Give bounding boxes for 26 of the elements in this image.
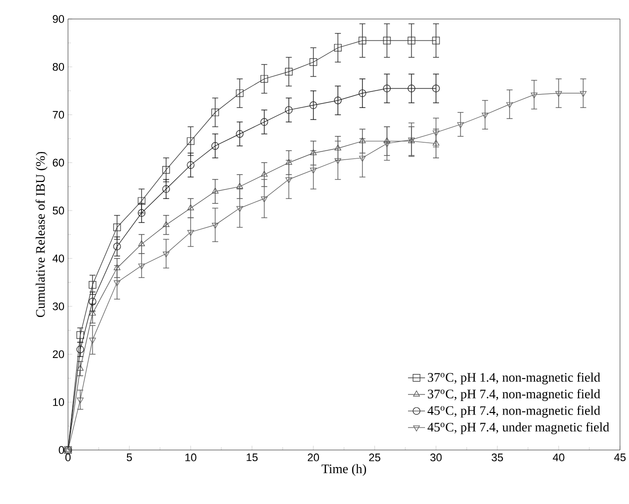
y-tick-label: 80	[52, 63, 64, 71]
y-tick-label: 50	[52, 206, 64, 214]
y-tick-label: 0	[58, 446, 64, 454]
y-tick-label: 90	[52, 15, 64, 23]
x-tick-label: 5	[126, 454, 132, 462]
y-tick-label: 20	[52, 350, 64, 358]
legend-label: 45$^{o}$C, pH 7.4, under magnetic field	[428, 422, 610, 434]
x-tick-label: 30	[430, 454, 442, 462]
x-tick-label: 25	[369, 454, 380, 462]
x-tick-label: 10	[185, 454, 196, 462]
x-tick-label: 15	[246, 454, 258, 462]
x-tick-label: 35	[492, 454, 503, 462]
x-tick-label: 40	[552, 454, 564, 462]
legend-label: 37$^{o}$C, pH 7.4, non-magnetic field	[428, 389, 600, 402]
x-tick-label: 0	[65, 454, 71, 462]
x-tick-label: 20	[308, 454, 319, 462]
y-tick-label: 70	[52, 110, 64, 119]
legend-label: 37$^{o}$C, pH 1.4, non-magnetic field	[428, 372, 600, 384]
y-axis-title: Cumulative Release of IBU (%)	[36, 152, 48, 318]
x-tick-label: 45	[614, 454, 626, 462]
legend-label: 45$^{o}$C, pH 7.4, non-magnetic field	[428, 406, 600, 418]
y-tick-label: 30	[52, 302, 64, 310]
y-tick-label: 60	[52, 158, 64, 167]
y-tick-label: 40	[52, 254, 64, 262]
x-axis-title: Time (h)	[322, 464, 366, 476]
y-tick-label: 10	[53, 398, 64, 406]
